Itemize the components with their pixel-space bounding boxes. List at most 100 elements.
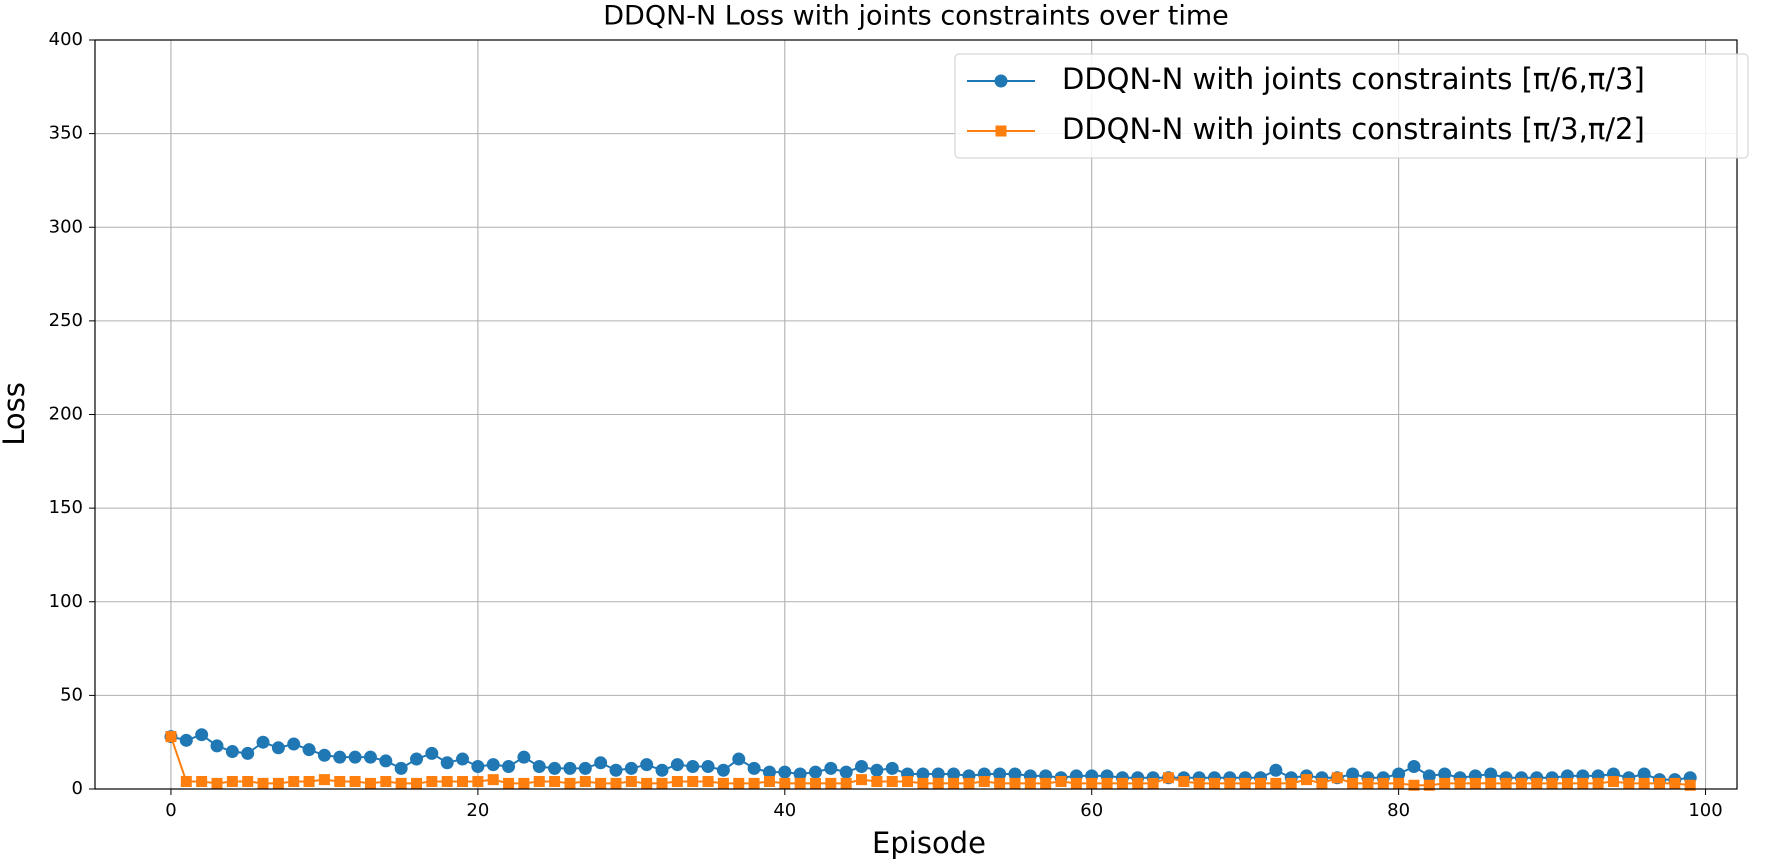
legend-marker [994,74,1008,88]
data-point [1546,777,1558,789]
data-point [211,777,223,789]
data-point [1224,777,1236,789]
data-point [871,776,883,788]
data-point [702,776,714,788]
data-point [426,776,438,788]
data-point [717,777,729,789]
data-point [1654,777,1666,789]
data-point [655,763,669,777]
y-tick-label: 300 [49,216,83,237]
data-point [441,776,453,788]
data-point [363,750,377,764]
data-point [1439,777,1451,789]
data-point [809,777,821,789]
data-point [625,776,637,788]
data-point [349,776,361,788]
data-point [1531,777,1543,789]
legend: DDQN-N with joints constraints [π/6,π/3]… [954,53,1749,159]
data-point [579,776,591,788]
data-point [456,752,470,766]
data-point [1407,760,1421,774]
data-point [1408,779,1420,791]
data-point [549,776,561,788]
data-point [1637,767,1651,781]
data-point [257,777,269,789]
data-point [825,777,837,789]
data-point [1316,777,1328,789]
data-point [595,777,607,789]
data-point [395,777,407,789]
data-point [916,767,930,781]
data-point [1392,767,1406,781]
data-point [1162,772,1174,784]
data-point [1086,777,1098,789]
legend-box [954,53,1749,159]
data-point [763,776,775,788]
series-line [170,736,1691,787]
x-tick-label: 100 [1688,800,1722,821]
data-point [225,745,239,759]
data-point [348,750,362,764]
data-point [793,767,807,781]
data-point [517,750,531,764]
data-point [1592,777,1604,789]
data-point [886,776,898,788]
data-point [180,776,192,788]
y-tick-label: 400 [49,29,83,50]
data-point [1346,767,1360,781]
x-tick-label: 20 [466,800,489,821]
data-point [1269,763,1283,777]
data-point [1239,777,1251,789]
data-point [762,765,776,779]
data-point [994,777,1006,789]
data-point [502,760,516,774]
data-point [242,776,254,788]
data-point [334,776,346,788]
data-point [686,760,700,774]
data-point [317,748,331,762]
y-tick-label: 350 [49,123,83,144]
data-point [271,741,285,755]
x-tick-label: 80 [1387,800,1410,821]
legend-label: DDQN-N with joints constraints [π/6,π/3] [1062,62,1645,96]
data-point [1607,776,1619,788]
data-point [917,777,929,789]
legend-label: DDQN-N with joints constraints [π/3,π/2] [1062,112,1645,146]
data-point [532,760,546,774]
data-point [288,776,300,788]
data-point [1009,777,1021,789]
y-tick-label: 200 [49,404,83,425]
data-point [1132,777,1144,789]
data-point [748,777,760,789]
data-point [472,776,484,788]
data-point [196,776,208,788]
data-point [440,756,454,770]
data-point [1347,777,1359,789]
data-point [641,777,653,789]
data-point [948,777,960,789]
data-point [902,776,914,788]
data-point [931,767,945,781]
data-point [824,761,838,775]
data-point [687,776,699,788]
data-point [610,777,622,789]
data-point [1469,777,1481,789]
data-point [1070,777,1082,789]
data-point [747,761,761,775]
data-point [1285,777,1297,789]
data-point [1684,779,1696,791]
data-point [716,763,730,777]
data-point [947,767,961,781]
data-point [1577,777,1589,789]
data-point [226,776,238,788]
data-point [1423,779,1435,791]
data-point [993,767,1007,781]
data-point [303,776,315,788]
y-tick-label: 250 [49,310,83,331]
data-point [732,752,746,766]
x-tick-label: 60 [1080,800,1103,821]
data-point [1208,777,1220,789]
data-point [1362,777,1374,789]
data-point [978,776,990,788]
